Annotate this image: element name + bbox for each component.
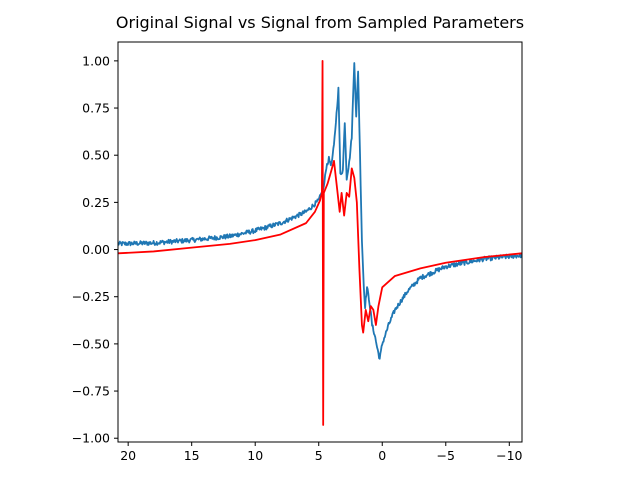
y-tick-label: 1.00 (82, 53, 110, 68)
x-tick-label: 20 (120, 448, 136, 463)
x-tick-label: 10 (247, 448, 263, 463)
y-tick-label: −1.00 (72, 431, 110, 446)
x-tick-label: 0 (378, 448, 386, 463)
x-tick-label: 5 (315, 448, 323, 463)
series-layer (118, 59, 522, 426)
y-tick-label: 0.75 (82, 101, 110, 116)
series-line-1 (118, 62, 522, 360)
y-tick-label: 0.00 (82, 242, 110, 257)
y-tick-label: −0.75 (72, 384, 110, 399)
x-tick-label: −5 (437, 448, 455, 463)
y-tick-label: 0.50 (82, 148, 110, 163)
x-axis: 20 15 10 5 0 −5 −10 (120, 442, 523, 463)
y-tick-label: −0.50 (72, 336, 110, 351)
plot-area (117, 41, 523, 443)
y-axis: 1.00 0.75 0.50 0.25 0.00 −0.25 −0.50 −0.75 −1.00 (72, 53, 118, 446)
y-tick-label: 0.25 (82, 195, 110, 210)
plot-frame (117, 41, 523, 443)
x-tick-label: 15 (184, 448, 200, 463)
chart-title: Original Signal vs Signal from Sampled P… (116, 13, 524, 32)
series-line-2 (118, 59, 522, 426)
y-tick-label: −0.25 (72, 289, 110, 304)
x-tick-label: −10 (496, 448, 522, 463)
